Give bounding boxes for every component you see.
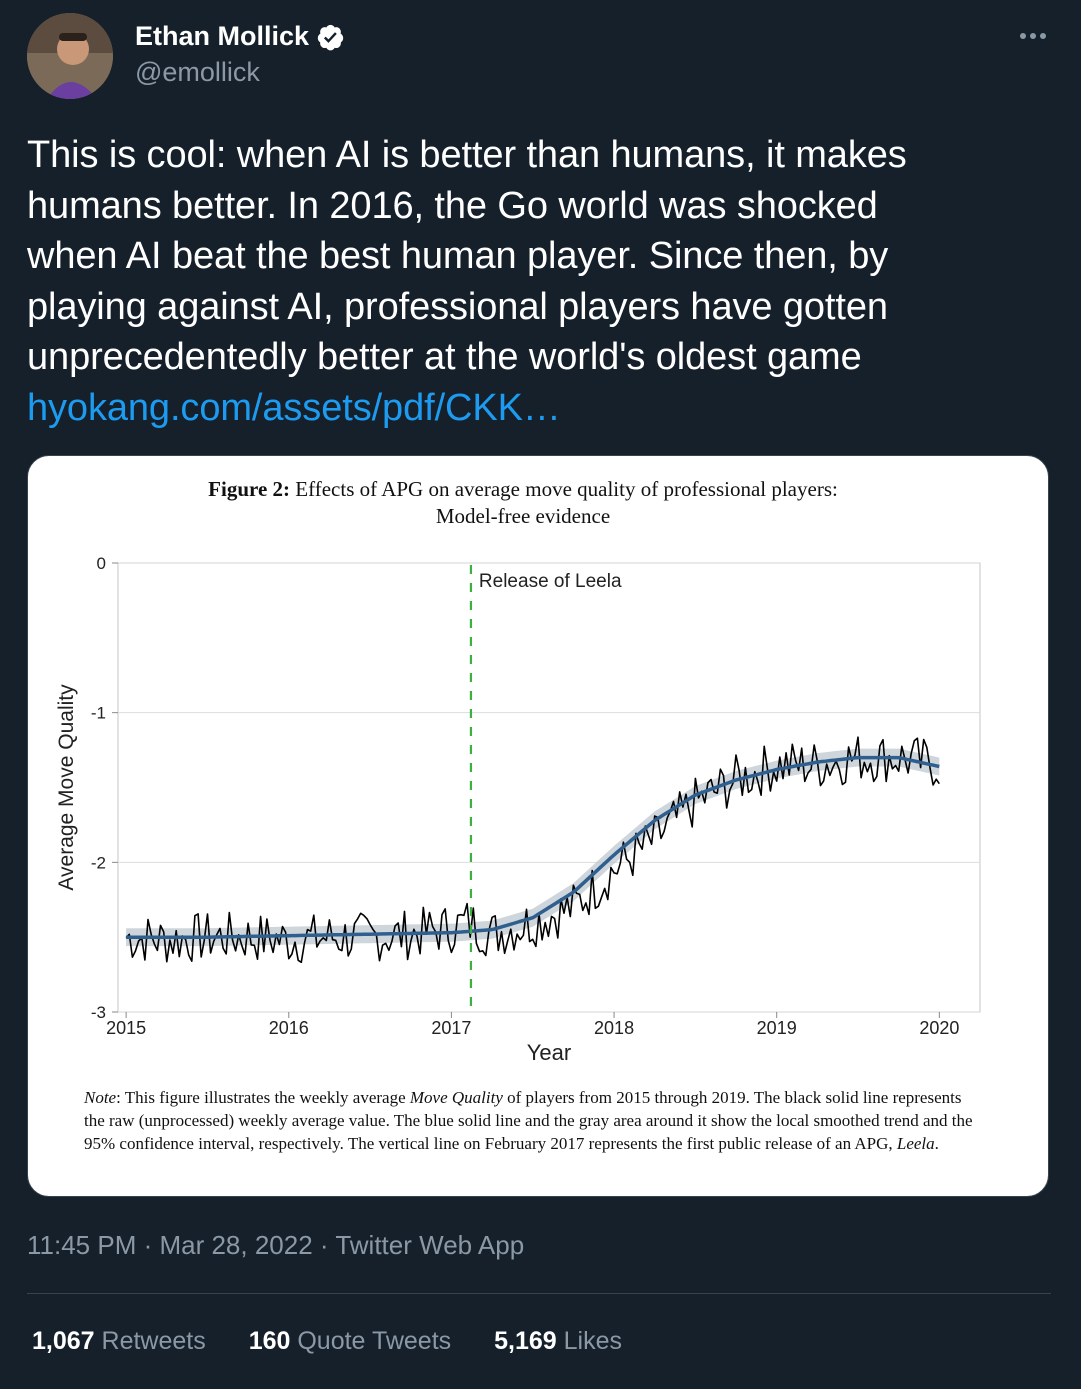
retweets-count: 1,067 (32, 1327, 95, 1355)
quote-tweets-label: Quote Tweets (290, 1327, 452, 1355)
y-tick-label: -3 (91, 1003, 106, 1022)
tweet-line: humans better. In 2016, the Go world was… (27, 184, 878, 227)
y-axis-label: Average Move Quality (55, 684, 78, 891)
y-tick-label: -2 (91, 853, 106, 872)
tweet-text: This is cool: when AI is better than hum… (27, 130, 1057, 433)
note-name: Leela (896, 1134, 935, 1153)
divider (27, 1293, 1051, 1294)
tweet-line: playing against AI, professional players… (27, 285, 888, 328)
tweet-date[interactable]: Mar 28, 2022 (159, 1230, 313, 1260)
more-options-icon[interactable] (1013, 22, 1053, 50)
likes-count: 5,169 (494, 1327, 557, 1355)
x-tick-label: 2016 (269, 1018, 309, 1038)
tweet-line: This is cool: when AI is better than hum… (27, 134, 907, 176)
y-tick-label: 0 (97, 554, 106, 573)
figure-title-text: Effects of APG on average move quality o… (290, 477, 838, 501)
tweet-image-card[interactable]: Figure 2: Effects of APG on average move… (27, 455, 1049, 1197)
figure-title-label: Figure 2: (208, 477, 291, 501)
tweet-line: when AI beat the best human player. Sinc… (27, 235, 889, 277)
quote-tweets-stat[interactable]: 160 Quote Tweets (249, 1327, 451, 1355)
tweet-link[interactable]: hyokang.com/assets/pdf/CKK… (27, 386, 561, 429)
release-label: Release of Leela (479, 571, 622, 592)
x-tick-label: 2017 (431, 1018, 471, 1038)
tweet-timestamp: 11:45 PM · Mar 28, 2022 · Twitter Web Ap… (27, 1229, 524, 1261)
tweet-stats: 1,067 Retweets 160 Quote Tweets 5,169 Li… (32, 1325, 658, 1357)
author-name[interactable]: Ethan Mollick (135, 21, 310, 51)
x-tick-label: 2018 (594, 1018, 634, 1038)
x-axis-label: Year (527, 1040, 571, 1065)
verified-badge-icon (317, 24, 344, 51)
note-text-1: : This figure illustrates the weekly ave… (116, 1088, 410, 1107)
x-tick-label: 2020 (919, 1018, 959, 1038)
note-label: Note (84, 1088, 117, 1107)
figure-subtitle: Model-free evidence (435, 504, 611, 528)
likes-label: Likes (556, 1327, 622, 1355)
separator: · (136, 1230, 160, 1260)
smooth-trend-line (126, 755, 940, 939)
author-handle[interactable]: @emollick (135, 57, 260, 87)
tweet-time[interactable]: 11:45 PM (27, 1230, 137, 1260)
retweets-stat[interactable]: 1,067 Retweets (32, 1327, 206, 1355)
x-tick-label: 2019 (757, 1018, 797, 1038)
figure-note: Note: This figure illustrates the weekly… (84, 1086, 984, 1155)
retweets-label: Retweets (94, 1327, 206, 1355)
tweet-line: unprecedentedly better at the world's ol… (27, 336, 862, 378)
separator: · (312, 1230, 336, 1260)
tweet-source[interactable]: Twitter Web App (335, 1230, 525, 1260)
quote-tweets-count: 160 (248, 1327, 291, 1355)
likes-stat[interactable]: 5,169 Likes (494, 1327, 622, 1355)
figure-title: Figure 2: Effects of APG on average move… (28, 476, 1018, 530)
avatar-photo-icon (27, 13, 113, 99)
x-tick-label: 2015 (106, 1018, 146, 1038)
raw-series-line (125, 736, 940, 964)
y-tick-label: -1 (91, 704, 106, 723)
note-text-2: of players from 2015 through 2019. The b… (84, 1088, 973, 1153)
note-end: . (934, 1134, 939, 1153)
note-term: Move Quality (409, 1088, 503, 1107)
avatar[interactable] (27, 13, 113, 99)
